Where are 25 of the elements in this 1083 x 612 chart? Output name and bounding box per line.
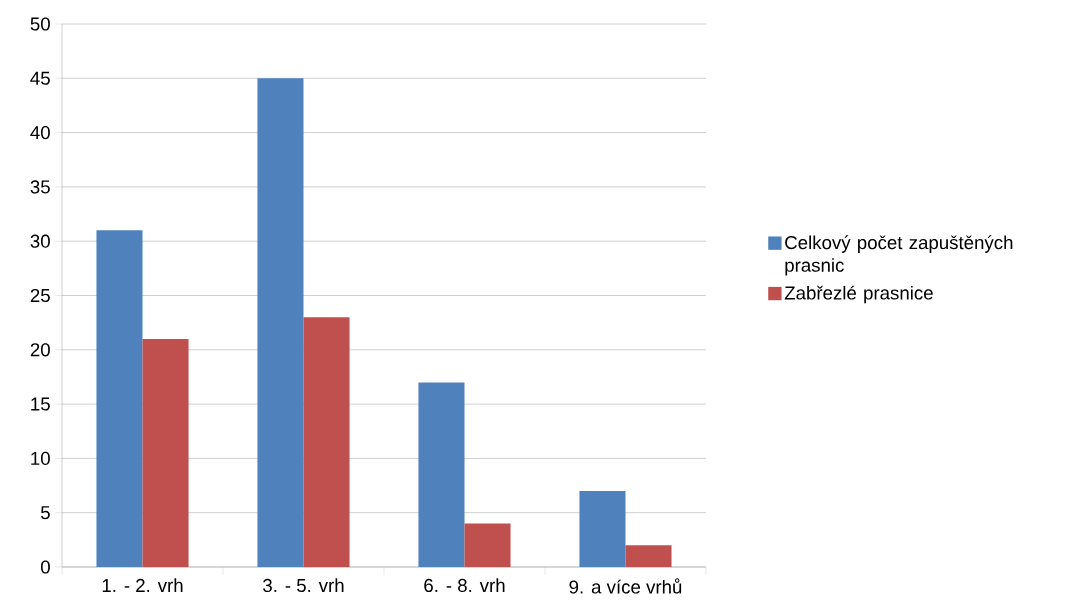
- y-tick-label: 40: [30, 125, 50, 140]
- y-tick-label: 0: [40, 560, 50, 574]
- legend-label: Zabřezlé prasnice: [784, 285, 933, 304]
- y-tick-label: 10: [31, 451, 50, 466]
- x-tick-label: 9. a více vrhů: [569, 578, 682, 594]
- bar: [303, 317, 350, 567]
- y-tick-label: 50: [30, 17, 50, 31]
- bar: [464, 523, 511, 567]
- y-tick-label: 20: [30, 343, 50, 357]
- y-tick-label: 25: [30, 288, 50, 303]
- bar: [96, 230, 143, 567]
- x-tick-label: 1. - 2. vrh: [102, 578, 183, 592]
- legend-label: Celkový počet zapuštěných prasnic: [785, 235, 1013, 276]
- bar: [142, 338, 189, 567]
- y-tick-label: 35: [30, 180, 50, 194]
- y-tick-label: 5: [40, 506, 50, 520]
- bar: [625, 545, 672, 567]
- x-tick-label: 3. - 5. vrh: [263, 578, 344, 593]
- bar: [579, 490, 626, 567]
- x-tick-label: 6. - 8. vrh: [424, 578, 505, 593]
- y-tick-label: 15: [31, 397, 50, 411]
- y-tick-label: 30: [30, 234, 50, 248]
- bar: [257, 78, 304, 567]
- y-tick-label: 45: [30, 71, 50, 85]
- bar: [418, 382, 465, 567]
